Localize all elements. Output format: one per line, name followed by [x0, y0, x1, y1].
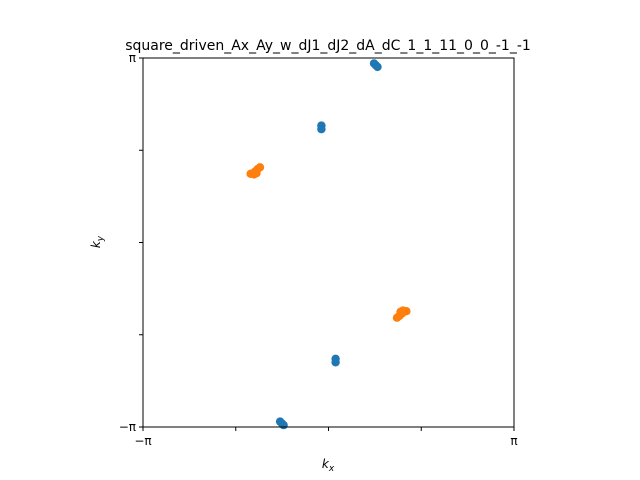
y-tick-label-0: −π [119, 420, 136, 434]
y-axis-label: ky [89, 235, 106, 248]
y-ticks: −π π [119, 51, 143, 434]
data-point-s1-6 [249, 170, 259, 179]
data-point-s1-13 [398, 306, 408, 315]
points-layer [246, 59, 411, 430]
data-point-s0-4 [317, 125, 326, 134]
x-axis-label-base: k [322, 457, 330, 471]
x-ticks: −π π [134, 427, 518, 448]
chart-title: square_driven_Ax_Ay_w_dJ1_dJ2_dA_dC_1_1_… [125, 38, 531, 54]
x-axis-label-sub: x [328, 464, 335, 474]
data-point-s0-6 [331, 358, 340, 367]
x-tick-label-4: π [510, 434, 517, 448]
data-point-s1-12 [392, 313, 402, 322]
data-point-s1-5 [255, 163, 265, 172]
plot-frame [142, 57, 515, 428]
y-axis-label-sub: y [96, 235, 106, 242]
data-point-s0-9 [279, 420, 288, 430]
y-tick-label-4: π [129, 51, 136, 65]
x-tick-label-0: −π [134, 434, 151, 448]
x-axis-label: kx [322, 457, 335, 474]
data-point-s0-2 [373, 62, 382, 72]
y-axis-label-base: k [89, 240, 103, 248]
